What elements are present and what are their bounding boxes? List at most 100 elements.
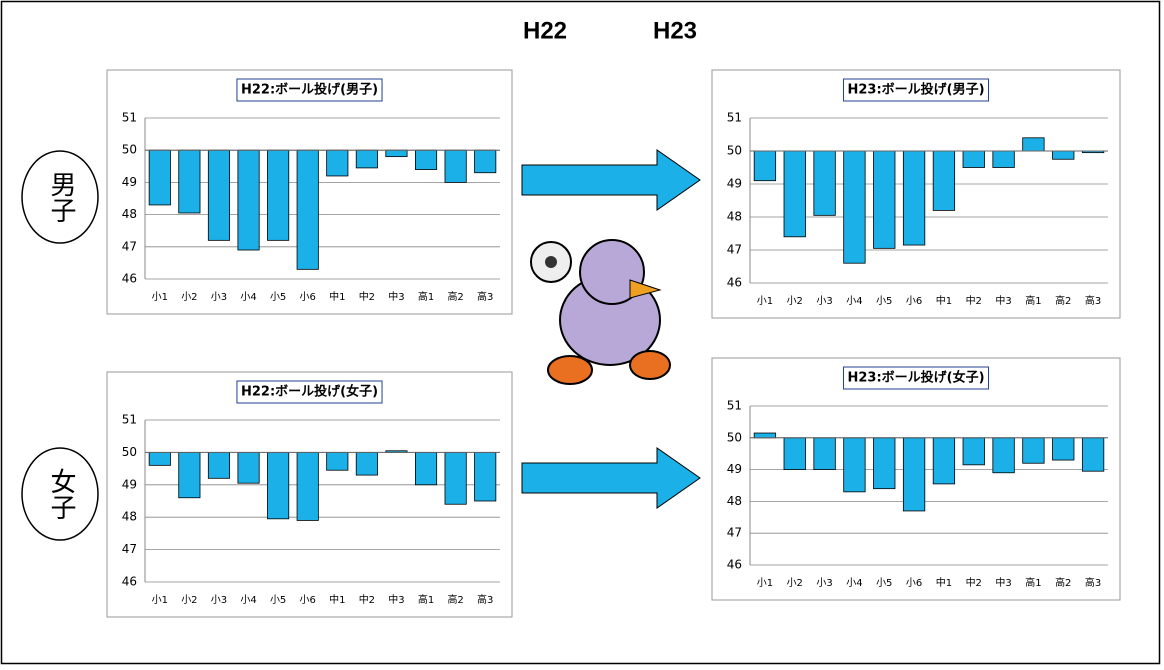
y-tick-label: 46 xyxy=(122,272,137,286)
y-tick-label: 46 xyxy=(122,575,137,589)
bar xyxy=(178,451,201,499)
x-tick-label: 小5 xyxy=(876,577,892,589)
header-right: H23 xyxy=(653,17,697,44)
oval xyxy=(21,447,99,541)
x-tick-label: 高2 xyxy=(1055,294,1071,307)
x-tick-label: 小5 xyxy=(270,594,286,606)
oval xyxy=(21,150,99,244)
bar xyxy=(148,451,171,466)
chart: H23:ボール投げ(男子) 46 47 48 49 50 51 小1 小2 小3 小4 小5 小6 中1 中… xyxy=(711,69,1121,319)
x-tick-label: 小1 xyxy=(757,577,773,589)
bar xyxy=(267,149,290,241)
title-box xyxy=(842,366,990,390)
x-tick-label: 高2 xyxy=(447,593,463,606)
x-tick-label: 小6 xyxy=(300,291,316,303)
y-tick-label: 48 xyxy=(122,510,137,524)
bar xyxy=(783,150,806,238)
y-tick-label: 47 xyxy=(122,239,137,253)
y-tick-label: 48 xyxy=(122,207,137,221)
x-tick-label: 高3 xyxy=(1085,576,1101,589)
y-tick-label: 49 xyxy=(122,477,137,491)
y-tick-label: 47 xyxy=(727,526,742,540)
x-tick-label: 小4 xyxy=(240,594,256,606)
x-tick-label: 高1 xyxy=(418,290,434,303)
bar xyxy=(178,149,201,214)
bar xyxy=(326,149,349,177)
x-tick-label: 中2 xyxy=(966,294,982,307)
x-tick-label: 小2 xyxy=(181,594,197,606)
chart: H22:ボール投げ(女子) 46 47 48 49 50 51 小1 小2 小3 小4 小5 小6 中1 中… xyxy=(106,371,513,618)
x-tick-label: 小3 xyxy=(816,295,832,307)
bar xyxy=(992,150,1015,168)
bar xyxy=(237,149,260,251)
x-tick-label: 高3 xyxy=(1085,294,1101,307)
bar xyxy=(237,451,260,484)
bar xyxy=(207,149,231,241)
bar xyxy=(296,149,319,270)
x-tick-label: 中1 xyxy=(329,593,345,606)
mascot xyxy=(530,239,671,385)
bar xyxy=(267,451,290,520)
x-tick-label: 小6 xyxy=(906,295,922,307)
bar xyxy=(1022,437,1045,464)
title-box xyxy=(236,380,383,404)
bar xyxy=(992,437,1015,474)
x-tick-label: 小4 xyxy=(240,291,256,303)
title-box xyxy=(842,78,990,102)
bar xyxy=(444,149,467,183)
chart-title: H22:ボール投げ(女子) xyxy=(241,384,378,400)
bar xyxy=(1081,437,1105,472)
bar xyxy=(753,432,777,439)
x-tick-label: 小6 xyxy=(300,594,316,606)
chart-title: H22:ボール投げ(男子) xyxy=(241,82,378,98)
bar xyxy=(296,451,319,521)
x-tick-label: 中1 xyxy=(936,576,952,589)
x-tick-label: 中2 xyxy=(966,576,982,589)
y-tick-label: 50 xyxy=(122,143,137,157)
header-left: H22 xyxy=(523,17,567,44)
bar xyxy=(474,451,497,502)
bar xyxy=(1022,137,1045,152)
chart: H23:ボール投げ(女子) 46 47 48 49 50 51 小1 小2 小3 小4 小5 小6 中1 中… xyxy=(711,357,1121,601)
y-tick-label: 48 xyxy=(727,494,742,508)
chart-title: H23:ボール投げ(女子) xyxy=(847,370,984,386)
y-tick-label: 46 xyxy=(727,276,742,290)
bar xyxy=(932,150,956,211)
y-tick-label: 50 xyxy=(122,445,137,459)
x-tick-label: 小3 xyxy=(211,594,227,606)
row-label: 女子 xyxy=(46,468,76,520)
y-tick-label: 47 xyxy=(727,243,742,257)
x-tick-label: 小2 xyxy=(787,577,803,589)
x-tick-label: 小3 xyxy=(816,577,832,589)
x-tick-label: 中2 xyxy=(359,290,375,303)
y-tick-label: 49 xyxy=(122,175,137,189)
bar xyxy=(783,437,806,470)
bar xyxy=(962,150,985,168)
bar xyxy=(414,149,438,170)
bar xyxy=(207,451,231,479)
chart-title: H23:ボール投げ(男子) xyxy=(847,82,984,98)
y-tick-label: 50 xyxy=(727,430,742,444)
x-tick-label: 高1 xyxy=(1025,576,1041,589)
bar xyxy=(873,150,896,249)
x-tick-label: 小2 xyxy=(181,291,197,303)
bar xyxy=(843,437,866,493)
y-tick-label: 51 xyxy=(727,111,742,125)
bar xyxy=(902,150,926,246)
x-tick-label: 小5 xyxy=(270,291,286,303)
bar xyxy=(813,150,836,216)
bar xyxy=(873,437,896,490)
y-tick-label: 49 xyxy=(727,462,742,476)
bar xyxy=(385,149,408,158)
arrow xyxy=(521,447,701,509)
x-tick-label: 小6 xyxy=(906,577,922,589)
x-tick-label: 高2 xyxy=(447,290,463,303)
x-tick-label: 中2 xyxy=(359,593,375,606)
x-tick-label: 中3 xyxy=(388,593,404,606)
y-tick-label: 50 xyxy=(727,144,742,158)
bar xyxy=(932,437,956,485)
bar xyxy=(444,451,467,505)
y-tick-label: 48 xyxy=(727,210,742,224)
x-tick-label: 高1 xyxy=(1025,294,1041,307)
